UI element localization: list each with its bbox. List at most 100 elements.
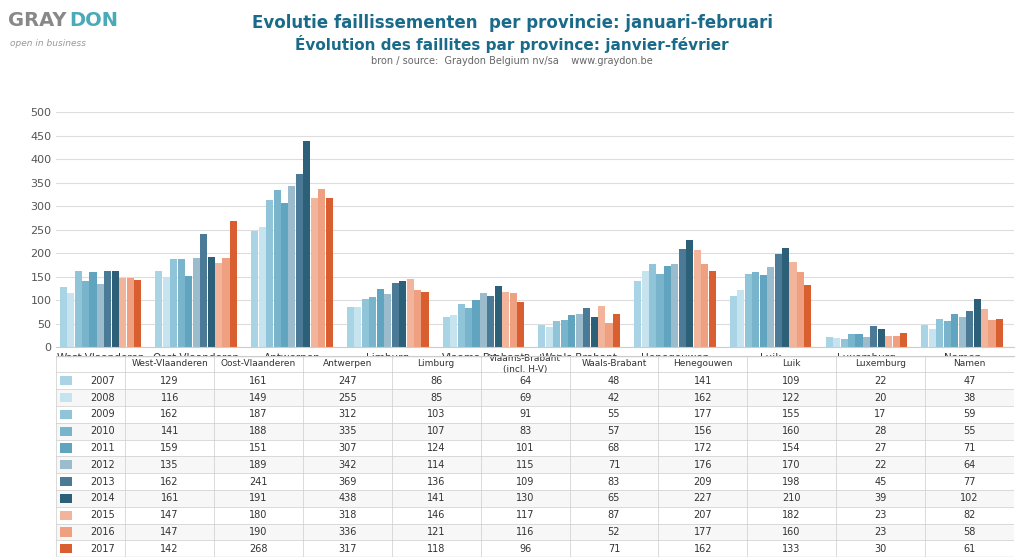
- Text: 52: 52: [607, 527, 621, 537]
- Bar: [996, 319, 1002, 347]
- Bar: [591, 316, 598, 347]
- Text: 48: 48: [608, 376, 621, 386]
- Text: 162: 162: [693, 393, 712, 403]
- Bar: [68, 293, 74, 347]
- Text: 2017: 2017: [90, 544, 115, 554]
- Bar: [303, 141, 310, 347]
- Bar: [56, 372, 1014, 389]
- Bar: [259, 227, 265, 347]
- Bar: [119, 278, 126, 347]
- Bar: [414, 290, 421, 347]
- Bar: [318, 189, 326, 347]
- Bar: [60, 528, 72, 536]
- Bar: [988, 320, 995, 347]
- Bar: [451, 315, 457, 347]
- Text: 176: 176: [693, 460, 712, 470]
- Bar: [568, 315, 575, 347]
- Text: 87: 87: [608, 510, 621, 520]
- Text: 162: 162: [161, 477, 179, 487]
- Bar: [936, 319, 943, 347]
- Bar: [56, 423, 1014, 440]
- Bar: [709, 271, 716, 347]
- Bar: [89, 272, 96, 347]
- Bar: [944, 321, 951, 347]
- Text: 109: 109: [516, 477, 535, 487]
- Text: 68: 68: [608, 443, 621, 453]
- Bar: [981, 309, 988, 347]
- Bar: [686, 240, 693, 347]
- Text: 209: 209: [693, 477, 712, 487]
- Text: 170: 170: [782, 460, 801, 470]
- Text: 180: 180: [249, 510, 267, 520]
- Bar: [215, 263, 222, 347]
- Bar: [156, 272, 163, 347]
- Text: 247: 247: [338, 376, 356, 386]
- Bar: [60, 511, 72, 520]
- Text: Luik: Luik: [782, 360, 801, 368]
- Bar: [56, 389, 1014, 406]
- Text: 2009: 2009: [90, 409, 115, 419]
- Bar: [966, 311, 973, 347]
- Text: 255: 255: [338, 393, 356, 403]
- Text: 65: 65: [608, 493, 621, 503]
- Text: 312: 312: [338, 409, 356, 419]
- Text: 318: 318: [338, 510, 356, 520]
- Bar: [97, 284, 104, 347]
- Text: GRAY: GRAY: [8, 11, 67, 30]
- Text: 101: 101: [516, 443, 535, 453]
- Bar: [370, 297, 377, 347]
- Bar: [664, 267, 671, 347]
- Text: 130: 130: [516, 493, 535, 503]
- Text: 172: 172: [693, 443, 712, 453]
- Bar: [900, 333, 907, 347]
- Text: 190: 190: [249, 527, 267, 537]
- Bar: [56, 490, 1014, 507]
- Bar: [112, 272, 119, 347]
- Bar: [893, 337, 900, 347]
- Bar: [442, 317, 450, 347]
- Text: 2007: 2007: [90, 376, 115, 386]
- Bar: [422, 292, 428, 347]
- Text: 64: 64: [964, 460, 976, 470]
- Text: West-Vlaanderen: West-Vlaanderen: [131, 360, 208, 368]
- Bar: [104, 271, 112, 347]
- Bar: [782, 249, 790, 347]
- Text: 307: 307: [338, 443, 356, 453]
- Bar: [56, 507, 1014, 524]
- Text: 154: 154: [782, 443, 801, 453]
- Bar: [649, 264, 656, 347]
- Bar: [56, 406, 1014, 423]
- Bar: [251, 231, 258, 347]
- Text: 147: 147: [161, 527, 179, 537]
- Bar: [805, 284, 811, 347]
- Text: 198: 198: [782, 477, 801, 487]
- Bar: [825, 337, 833, 347]
- Bar: [834, 338, 840, 347]
- Bar: [472, 300, 479, 347]
- Bar: [495, 286, 502, 347]
- Bar: [127, 278, 134, 347]
- Text: 142: 142: [161, 544, 179, 554]
- Bar: [575, 314, 583, 347]
- Bar: [266, 200, 273, 347]
- Bar: [870, 326, 878, 347]
- Bar: [281, 203, 288, 347]
- Text: 116: 116: [161, 393, 179, 403]
- Bar: [56, 456, 1014, 473]
- Bar: [974, 299, 981, 347]
- Bar: [310, 198, 317, 347]
- Bar: [701, 264, 709, 347]
- Text: 64: 64: [519, 376, 531, 386]
- Text: 160: 160: [782, 426, 801, 436]
- Bar: [170, 259, 177, 347]
- Bar: [744, 274, 752, 347]
- Bar: [230, 221, 237, 347]
- Bar: [546, 328, 553, 347]
- Bar: [56, 524, 1014, 540]
- Bar: [605, 323, 612, 347]
- Text: 136: 136: [427, 477, 445, 487]
- Text: 160: 160: [782, 527, 801, 537]
- Text: 61: 61: [964, 544, 976, 554]
- Bar: [134, 281, 141, 347]
- Text: 124: 124: [427, 443, 445, 453]
